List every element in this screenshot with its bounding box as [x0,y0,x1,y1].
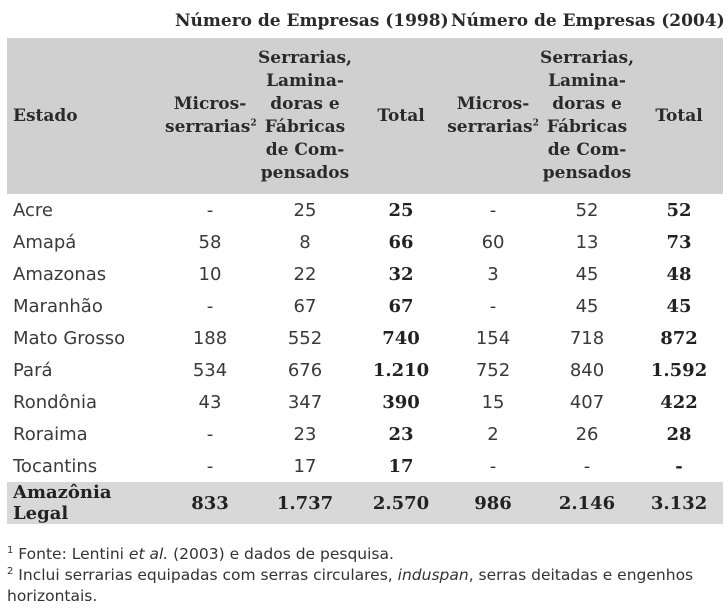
cell-serrarias-2004: 840 [569,359,605,381]
cell-micro-2004: 15 [481,391,505,413]
cell-total-2004: 872 [660,327,698,349]
footnotes: 1 Fonte: Lentini et al. (2003) e dados d… [7,544,723,607]
cell-estado: Rondônia [13,391,97,413]
cell-total-1998: 740 [382,327,420,349]
table-row: Amapá 58 8 66 60 13 73 [7,226,723,258]
cell-micro-1998: 534 [192,359,228,381]
cell-total-2004: 45 [666,295,692,317]
cell-serrarias-2004: - [583,455,591,477]
data-table-container: Número de Empresas (1998) Número de Empr… [7,4,725,524]
column-header-serrarias-2004: Serrarias, Lamina- doras e Fábricas de C… [539,38,636,194]
cell-total-1998: 66 [388,231,414,253]
cell-total-2004: 422 [660,391,698,413]
group-header-row: Número de Empresas (1998) Número de Empr… [7,4,725,38]
cell-total-1998: 390 [382,391,420,413]
cell-micro-1998: 10 [198,263,222,285]
footnote-1: 1 Fonte: Lentini et al. (2003) e dados d… [7,544,394,563]
cell-serrarias-2004: 718 [569,327,605,349]
cell-micro-2004: - [489,199,497,221]
cell-serrarias-2004: 26 [575,423,599,445]
cell-micro-1998: 43 [198,391,222,413]
cell-total-2004: 48 [666,263,692,285]
group-header-1998: Número de Empresas (1998) [165,4,449,38]
cell-estado: Roraima [13,423,88,445]
cell-micro-2004: - [489,455,497,477]
table-row: Amazonas 10 22 32 3 45 48 [7,258,723,290]
cell-serrarias-1998: 22 [293,263,317,285]
cell-total-1998: 25 [388,199,414,221]
cell-total-1998: 1.210 [372,359,430,381]
table-row: Maranhão - 67 67 - 45 45 [7,290,723,322]
table-row: Acre - 25 25 - 52 52 [7,194,723,226]
cell-estado: Acre [13,199,53,221]
cell-micro-1998: 833 [165,482,255,524]
cell-micro-2004: 986 [447,482,540,524]
cell-serrarias-2004: 52 [575,199,599,221]
cell-total-2004: 1.592 [650,359,708,381]
cell-estado: Pará [13,359,53,381]
cell-micro-1998: - [206,455,214,477]
cell-micro-2004: 60 [481,231,505,253]
cell-total-2004: - [675,455,683,477]
cell-estado: Amazonas [13,263,107,285]
cell-serrarias-2004: 2.146 [539,482,636,524]
cell-micro-2004: - [489,295,497,317]
cell-serrarias-1998: 347 [287,391,323,413]
cell-serrarias-1998: 67 [293,295,317,317]
column-header-serrarias-1998: Serrarias, Lamina- doras e Fábricas de C… [255,38,355,194]
table-row: Roraima - 23 23 2 26 28 [7,418,723,450]
table-row: Rondônia 43 347 390 15 407 422 [7,386,723,418]
cell-micro-1998: 188 [192,327,228,349]
footnote-2: 2 Inclui serrarias equipadas com serras … [7,565,694,605]
column-header-micro-2004: Micros- serrarias2 [447,38,540,194]
cell-micro-2004: 2 [487,423,499,445]
table-row: Pará 534 676 1.210 752 840 1.592 [7,354,723,386]
table-row: Tocantins - 17 17 - - - [7,450,723,482]
cell-micro-2004: 154 [475,327,511,349]
column-header-total-1998: Total [355,38,448,194]
cell-total-2004: 73 [666,231,692,253]
cell-serrarias-1998: 23 [293,423,317,445]
cell-estado: Mato Grosso [13,327,126,349]
cell-serrarias-1998: 676 [287,359,323,381]
cell-total-1998: 17 [388,455,414,477]
cell-estado: Amapá [13,231,77,253]
table-row: Mato Grosso 188 552 740 154 718 872 [7,322,723,354]
cell-serrarias-1998: 25 [293,199,317,221]
cell-serrarias-2004: 45 [575,263,599,285]
cell-estado: Amazônia Legal [7,482,165,524]
cell-serrarias-1998: 552 [287,327,323,349]
cell-total-2004: 52 [666,199,692,221]
cell-total-1998: 67 [388,295,414,317]
sub-header-row: Estado Micros- serrarias2 Serrarias, Lam… [7,38,724,194]
cell-micro-2004: 752 [475,359,511,381]
cell-micro-1998: - [206,423,214,445]
group-header-2004: Número de Empresas (2004) [447,4,725,38]
cell-serrarias-2004: 45 [575,295,599,317]
cell-serrarias-1998: 1.737 [255,482,355,524]
column-header-micro-1998: Micros- serrarias2 [165,38,257,194]
cell-micro-1998: 58 [198,231,222,253]
cell-serrarias-2004: 407 [569,391,605,413]
table-total-row: Amazônia Legal 833 1.737 2.570 986 2.146… [7,482,724,524]
column-header-estado: Estado [7,38,165,194]
cell-serrarias-2004: 13 [575,231,599,253]
cell-total-1998: 2.570 [355,482,448,524]
cell-estado: Maranhão [13,295,103,317]
cell-total-2004: 3.132 [635,482,724,524]
cell-estado: Tocantins [13,455,98,477]
cell-total-1998: 23 [388,423,414,445]
cell-serrarias-1998: 17 [293,455,317,477]
column-header-total-2004: Total [635,38,724,194]
sawmill-table: Número de Empresas (1998) Número de Empr… [7,4,725,524]
cell-micro-2004: 3 [487,263,499,285]
cell-total-2004: 28 [666,423,692,445]
cell-micro-1998: - [206,199,214,221]
cell-micro-1998: - [206,295,214,317]
cell-serrarias-1998: 8 [299,231,311,253]
cell-total-1998: 32 [388,263,414,285]
